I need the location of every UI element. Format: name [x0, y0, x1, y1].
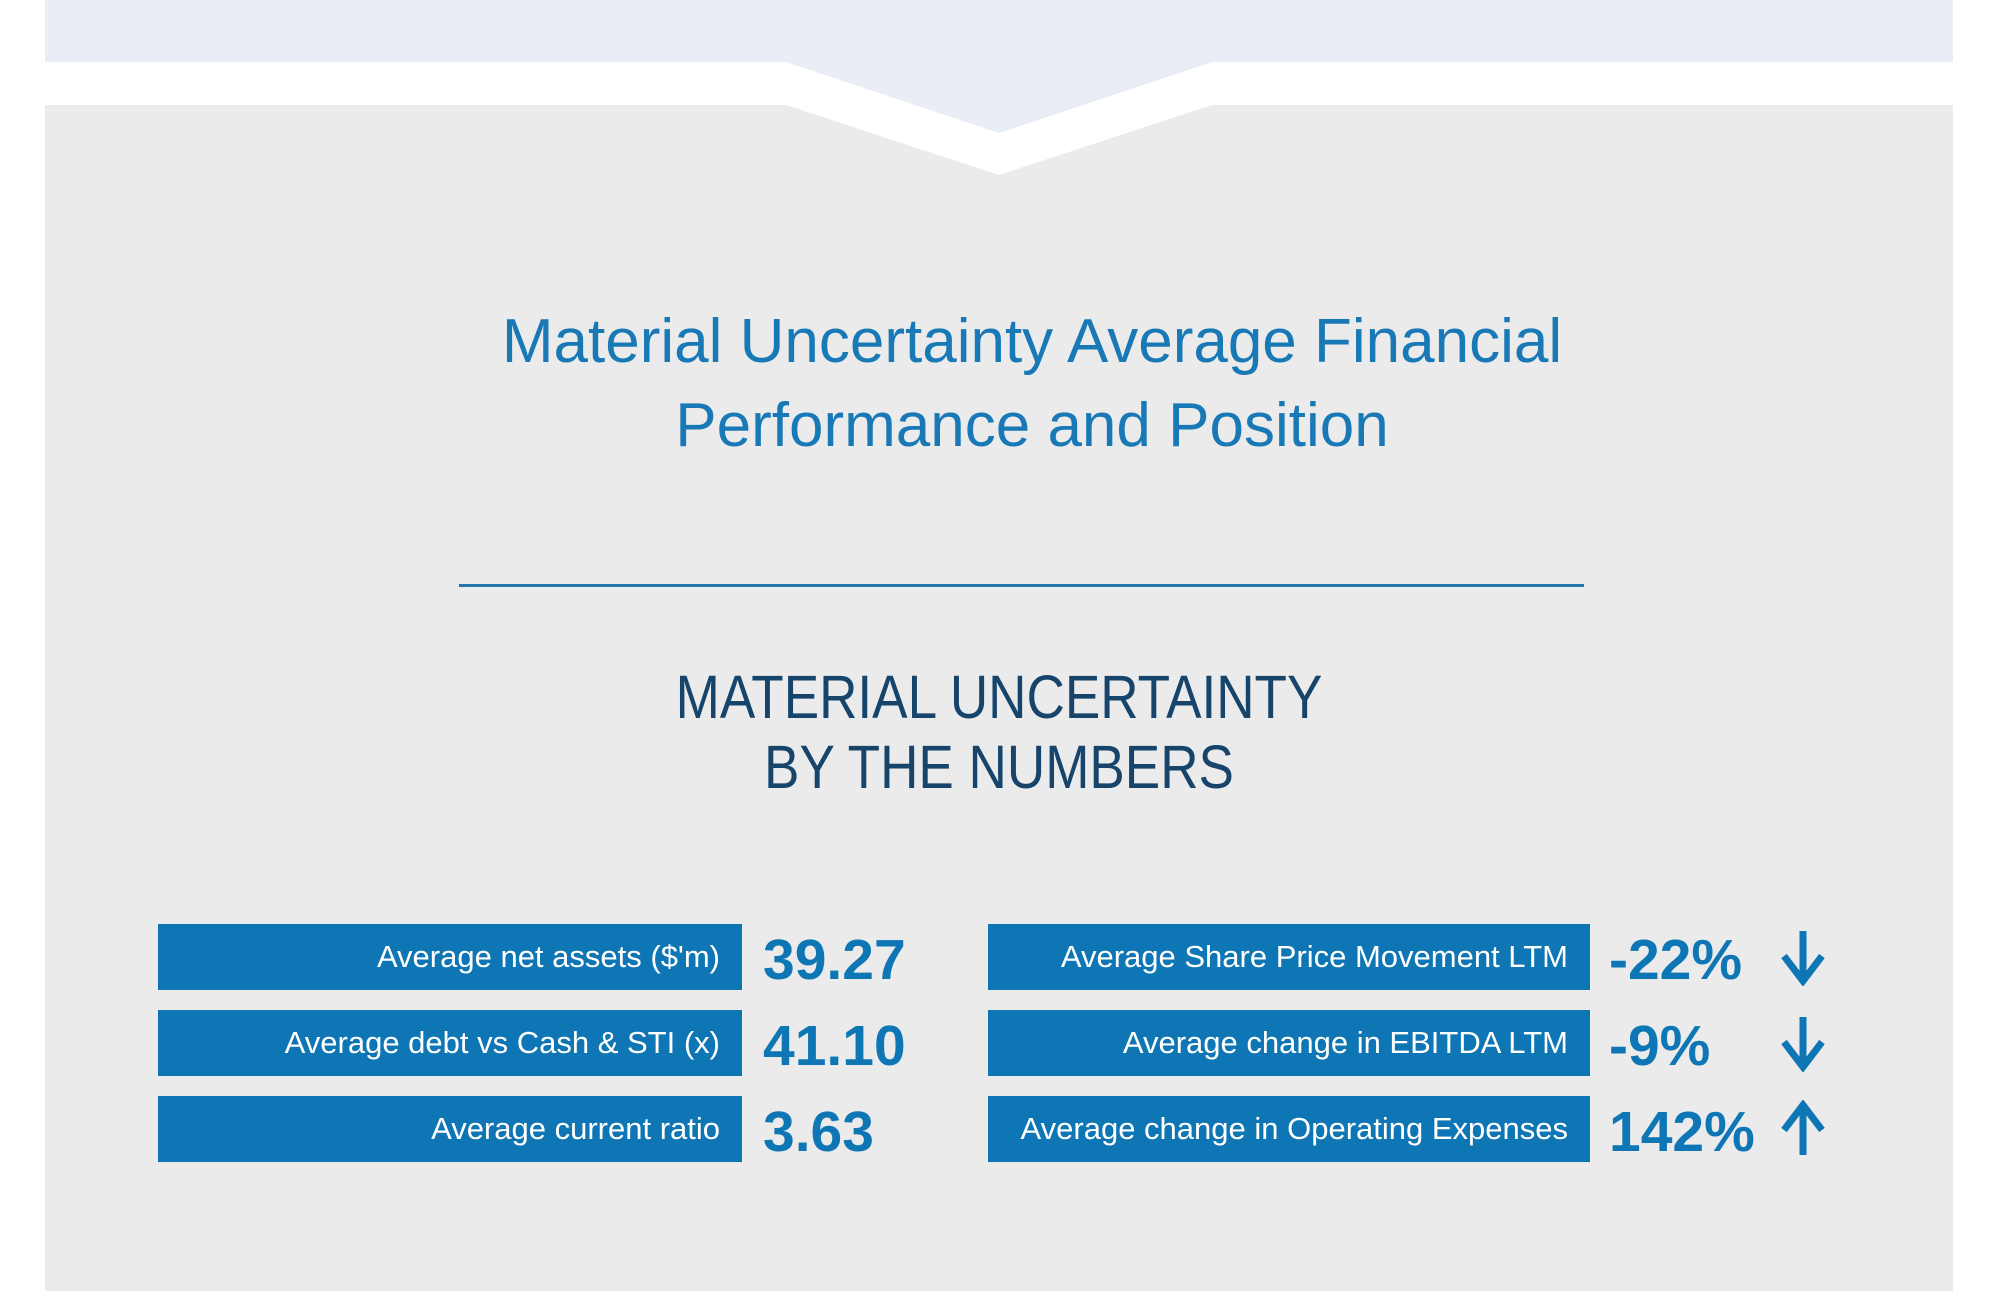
stat-bar-debt-vs-cash: Average debt vs Cash & STI (x)	[158, 1010, 742, 1076]
page-title-line1: Material Uncertainty Average Financial	[501, 307, 1563, 376]
stat-bar-net-assets: Average net assets ($'m)	[158, 924, 742, 990]
title-divider	[459, 584, 1584, 587]
stat-value-operating-expenses-change: 142%	[1609, 1099, 1755, 1164]
down-arrow-icon	[1779, 1010, 1827, 1076]
page-subtitle: MATERIAL UNCERTAINTY BY THE NUMBERS	[169, 662, 1829, 802]
stat-value-share-price-movement: -22%	[1609, 927, 1743, 992]
page-title-line2: Performance and Position	[675, 391, 1389, 460]
stat-bar-operating-expenses-change: Average change in Operating Expenses	[988, 1096, 1590, 1162]
stat-value-net-assets: 39.27	[763, 927, 906, 992]
up-arrow-icon	[1779, 1096, 1827, 1162]
stat-label: Average debt vs Cash & STI (x)	[284, 1025, 720, 1060]
stat-label: Average current ratio	[431, 1111, 720, 1146]
stat-value-debt-vs-cash: 41.10	[763, 1013, 906, 1078]
stat-value-current-ratio: 3.63	[763, 1099, 874, 1164]
down-arrow-icon	[1779, 924, 1827, 990]
page-subtitle-line1: MATERIAL UNCERTAINTY	[675, 663, 1323, 731]
stat-bar-share-price-movement: Average Share Price Movement LTM	[988, 924, 1590, 990]
main-panel	[45, 105, 1953, 1291]
stat-bar-ebitda-change: Average change in EBITDA LTM	[988, 1010, 1590, 1076]
top-band	[45, 0, 1953, 62]
stat-label: Average net assets ($'m)	[376, 939, 720, 974]
page-title: Material Uncertainty Average Financial P…	[78, 300, 1986, 468]
page-subtitle-line2: BY THE NUMBERS	[764, 733, 1234, 801]
stat-label: Average change in EBITDA LTM	[1122, 1025, 1568, 1060]
stat-label: Average Share Price Movement LTM	[1060, 939, 1568, 974]
stat-label: Average change in Operating Expenses	[1020, 1111, 1568, 1146]
stat-value-ebitda-change: -9%	[1609, 1013, 1711, 1078]
stat-bar-current-ratio: Average current ratio	[158, 1096, 742, 1162]
